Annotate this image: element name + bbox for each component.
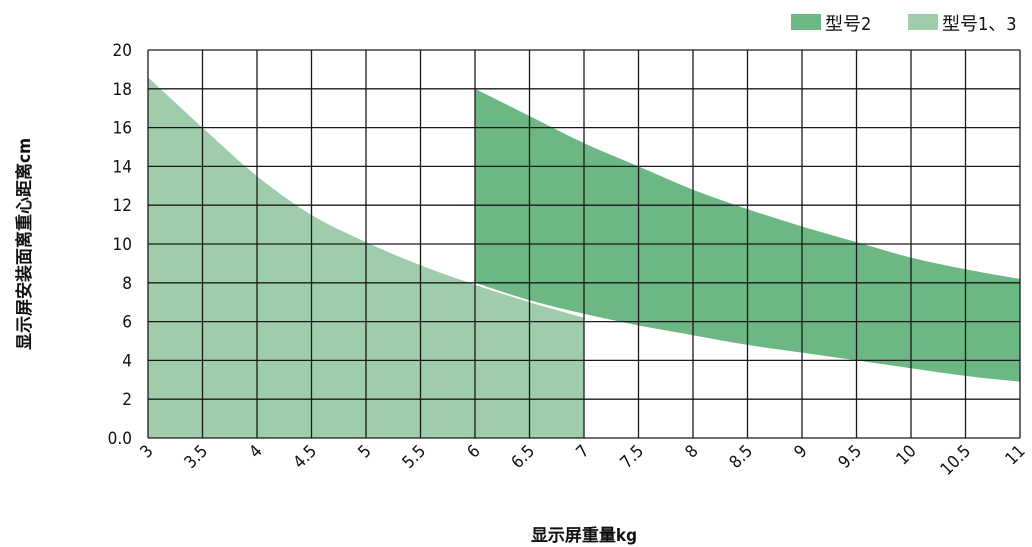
y-tick-label: 14 [113,157,132,177]
y-tick-labels: 0.0 2 4 6 8 10 12 14 16 18 20 [108,41,132,449]
y-tick-label: 18 [113,80,132,100]
y-tick-label: 20 [113,41,132,61]
x-tick-label: 8 [682,441,703,462]
y-tick-label: 6 [122,313,132,333]
x-tick-label: 6.5 [508,441,539,472]
x-tick-labels: 3 3.5 4 4.5 5 5.5 6 6.5 7 7.5 8 8.5 9 9.5 10 10.5 11 [137,441,1030,479]
legend-label: 型号2 [825,14,871,35]
legend-swatch [791,14,821,30]
y-tick-label: 4 [122,351,132,371]
x-tick-label: 10 [893,441,921,469]
legend-swatch [908,14,938,30]
y-tick-label: 0.0 [108,429,132,449]
x-tick-label: 5.5 [399,441,430,472]
x-tick-label: 7 [573,441,594,462]
y-tick-label: 2 [122,390,132,410]
x-tick-label: 11 [1002,441,1030,469]
x-tick-label: 9 [791,441,812,462]
x-axis-title: 显示屏重量kg [531,525,637,546]
x-tick-label: 7.5 [617,441,648,472]
x-tick-label: 3 [137,441,158,462]
x-tick-label: 5 [355,441,376,462]
y-tick-label: 8 [122,274,132,294]
x-tick-label: 3.5 [181,441,212,472]
y-tick-label: 12 [113,196,132,216]
legend-label: 型号1、3 [942,14,1017,35]
grid-lines [147,49,1021,439]
x-tick-label: 4.5 [290,441,321,472]
x-tick-label: 6 [464,441,485,462]
x-tick-label: 9.5 [835,441,866,472]
y-axis-title: 显示屏安装面离重心距离cm [14,138,35,350]
y-tick-label: 10 [113,235,132,255]
x-tick-label: 4 [246,441,267,462]
x-tick-label: 8.5 [726,441,757,472]
x-tick-label: 10.5 [937,441,975,479]
legend: 型号2 型号1、3 [791,14,1017,35]
y-tick-label: 16 [113,119,132,139]
